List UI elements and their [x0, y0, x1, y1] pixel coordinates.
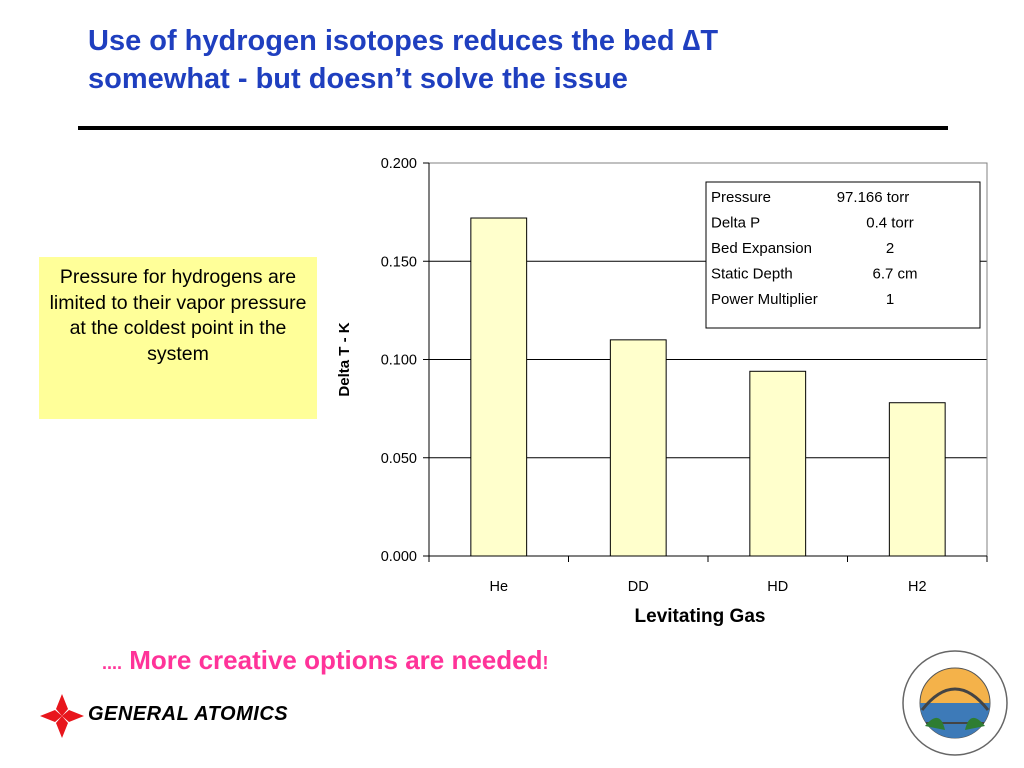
parameter-value: 1: [886, 291, 894, 308]
los-alamos-seal: [902, 650, 1008, 756]
general-atomics-wordmark: GENERAL ATOMICS: [88, 703, 289, 725]
y-tick-label: 0.200: [381, 156, 417, 172]
parameter-label: Power Multiplier: [711, 291, 818, 308]
title-divider: [78, 126, 948, 130]
bottom-note: .... More creative options are needed!: [102, 645, 548, 676]
parameter-value: 97.166 torr: [837, 189, 910, 206]
y-axis-title: Delta T - K: [336, 322, 353, 396]
x-tick-label: He: [489, 579, 508, 595]
x-tick-label: DD: [628, 579, 649, 595]
y-tick-label: 0.000: [381, 549, 417, 565]
parameter-label: Bed Expansion: [711, 240, 812, 257]
x-tick-label: H2: [908, 579, 927, 595]
x-axis-title: Levitating Gas: [635, 606, 766, 627]
bar-hd: [749, 370, 807, 557]
bar-h2: [888, 402, 946, 557]
bar-he: [470, 217, 528, 557]
parameter-value: 0.4 torr: [866, 215, 914, 232]
parameter-label: Pressure: [711, 189, 771, 206]
y-tick-label: 0.150: [381, 254, 417, 270]
parameter-value: 2: [886, 240, 894, 257]
x-tick-label: HD: [767, 579, 788, 595]
bottom-note-text: More creative options are needed: [122, 645, 543, 675]
parameter-label: Delta P: [711, 215, 760, 232]
parameter-box: Pressure 97.166 torr Delta P 0.4 torr Bed Ex…: [705, 181, 981, 329]
note-box: Pressure for hydrogens are limited to th…: [39, 257, 317, 419]
y-tick-label: 0.050: [381, 451, 417, 467]
slide-title: Use of hydrogen isotopes reduces the bed…: [88, 22, 948, 98]
parameter-box-frame: [705, 181, 981, 329]
bottom-note-dots: ....: [102, 653, 123, 673]
bottom-note-bang: !: [542, 653, 549, 673]
bar-dd: [609, 339, 667, 557]
diamond-icon: [40, 694, 84, 738]
y-tick-label: 0.100: [381, 353, 417, 369]
bars-layer: [470, 217, 946, 557]
parameter-label: Static Depth: [711, 266, 793, 283]
axes-layer: 0.000 0.050 0.100 0.150 0.200 He DD HD H2 Levitat…: [336, 156, 988, 627]
title-line-1: Use of hydrogen isotopes reduces the bed…: [88, 25, 719, 57]
general-atomics-logo: [40, 694, 84, 738]
parameter-value: 6.7 cm: [872, 266, 917, 283]
title-line-2: somewhat - but doesn’t solve the issue: [88, 63, 628, 95]
